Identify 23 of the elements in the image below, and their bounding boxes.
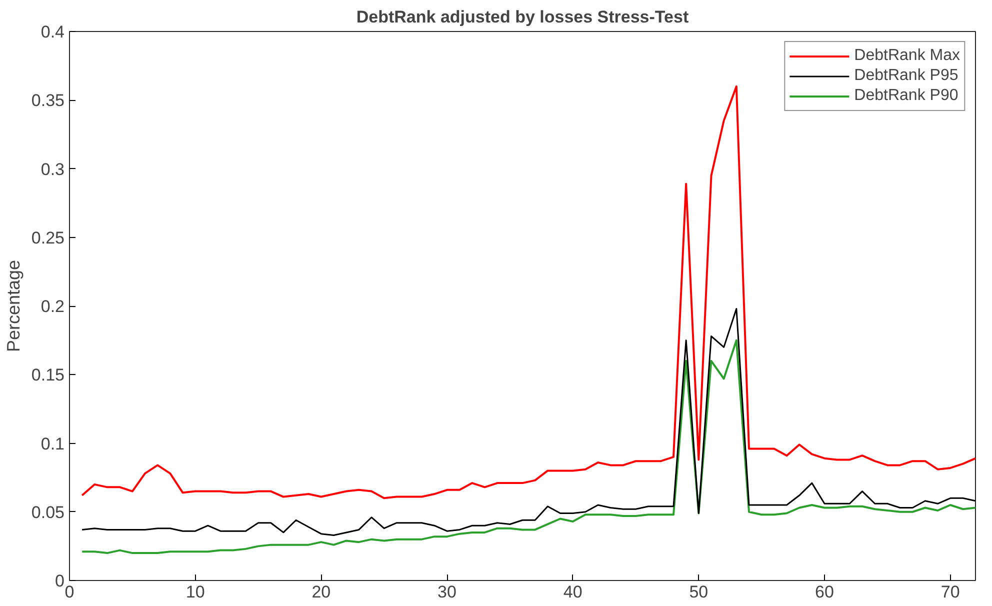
y-tick-label: 0.2 — [40, 297, 65, 316]
line-series — [81, 85, 976, 500]
y-tick-label: 0.25 — [31, 228, 65, 248]
line-series — [81, 308, 976, 536]
legend-label: DebtRank Max — [854, 47, 960, 65]
x-tick-label: 20 — [312, 582, 331, 602]
x-tick-label: 70 — [940, 582, 960, 602]
y-tick-label: 0.3 — [40, 160, 65, 179]
x-tick-label: 60 — [815, 582, 834, 602]
x-tick-label: 50 — [689, 582, 708, 602]
x-tick-label: 10 — [186, 582, 205, 602]
y-tick-label: 0.15 — [31, 366, 65, 385]
chart-title: DebtRank adjusted by losses Stress-Test — [356, 8, 689, 26]
line-series — [81, 339, 976, 554]
y-tick-label: 0.35 — [31, 91, 65, 110]
x-tick-label: 30 — [438, 582, 456, 602]
y-tick-label: 0.4 — [40, 22, 65, 42]
legend-label: DebtRank P95 — [854, 67, 958, 85]
y-axis-title: Percentage — [3, 260, 24, 352]
y-tick-label: 0.05 — [31, 502, 65, 522]
legend-label: DebtRank P90 — [854, 87, 958, 105]
y-tick-label: 0.1 — [40, 434, 65, 454]
x-tick-label: 40 — [563, 582, 582, 602]
